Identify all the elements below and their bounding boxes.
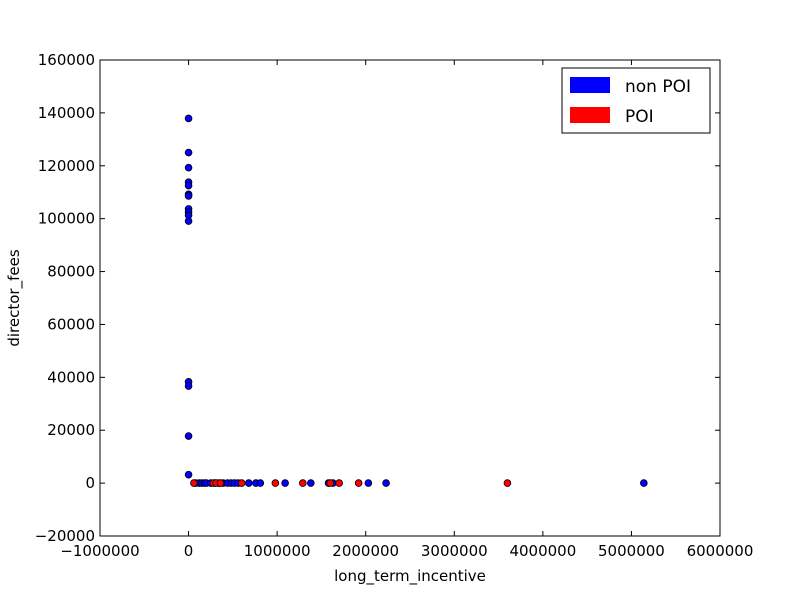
legend-swatch-poi [570, 107, 610, 123]
data-point-poi [299, 479, 307, 487]
x-tick-label: −1000000 [60, 542, 139, 560]
axis-ticks: −1000000 0 1000000 2000000 3000000 4000000 500… [35, 51, 754, 560]
y-tick-label: 80000 [47, 263, 95, 281]
x-tick-label: 2000000 [332, 542, 399, 560]
data-point-poi [271, 479, 280, 487]
x-tick-label: 4000000 [509, 542, 576, 560]
y-tick-label: −20000 [35, 527, 95, 545]
y-tick-label: 20000 [47, 421, 95, 439]
y-axis-label: director_fees [5, 249, 24, 346]
data-point-non-poi [640, 479, 648, 487]
x-tick-label: 3000000 [421, 542, 488, 560]
data-point-non-poi [306, 479, 315, 487]
legend-label-poi: POI [625, 107, 654, 127]
data-point-non-poi [364, 479, 373, 487]
y-tick-label: 160000 [38, 51, 95, 69]
data-point-non-poi [281, 479, 289, 487]
x-tick-label: 6000000 [687, 542, 754, 560]
y-tick-label: 120000 [38, 157, 95, 175]
data-point-non-poi [184, 470, 193, 479]
data-point-poi [503, 479, 512, 487]
data-point-poi [335, 479, 343, 487]
data-point-non-poi [184, 114, 193, 123]
y-tick-label: 100000 [38, 210, 95, 228]
legend-label-non-poi: non POI [625, 77, 691, 97]
y-tick-label: 60000 [47, 315, 95, 333]
x-tick-label: 1000000 [244, 542, 311, 560]
data-point-poi [237, 479, 246, 487]
y-tick-label: 140000 [38, 104, 95, 122]
x-axis-label: long_term_incentive [334, 567, 486, 586]
x-tick-label: 0 [184, 542, 194, 560]
legend: non POI POI [561, 67, 711, 134]
data-point-non-poi [184, 192, 193, 200]
data-point-non-poi [184, 432, 193, 440]
data-point-poi [190, 479, 198, 487]
data-point-non-poi [184, 181, 193, 190]
data-point-non-poi [184, 163, 193, 172]
data-point-non-poi [184, 148, 193, 157]
y-tick-label: 40000 [47, 368, 95, 386]
data-point-poi [354, 479, 363, 487]
y-tick-label: 0 [85, 474, 95, 492]
x-tick-label: 5000000 [598, 542, 665, 560]
legend-swatch-non-poi [570, 77, 610, 93]
points-layer [184, 114, 648, 487]
plot-area-frame [99, 59, 721, 537]
data-point-non-poi [245, 479, 253, 487]
data-point-poi [326, 479, 335, 487]
data-point-non-poi [256, 479, 265, 487]
data-point-poi [216, 479, 225, 487]
data-point-non-poi [184, 217, 193, 225]
data-point-non-poi [184, 382, 193, 390]
data-point-non-poi [382, 479, 390, 487]
